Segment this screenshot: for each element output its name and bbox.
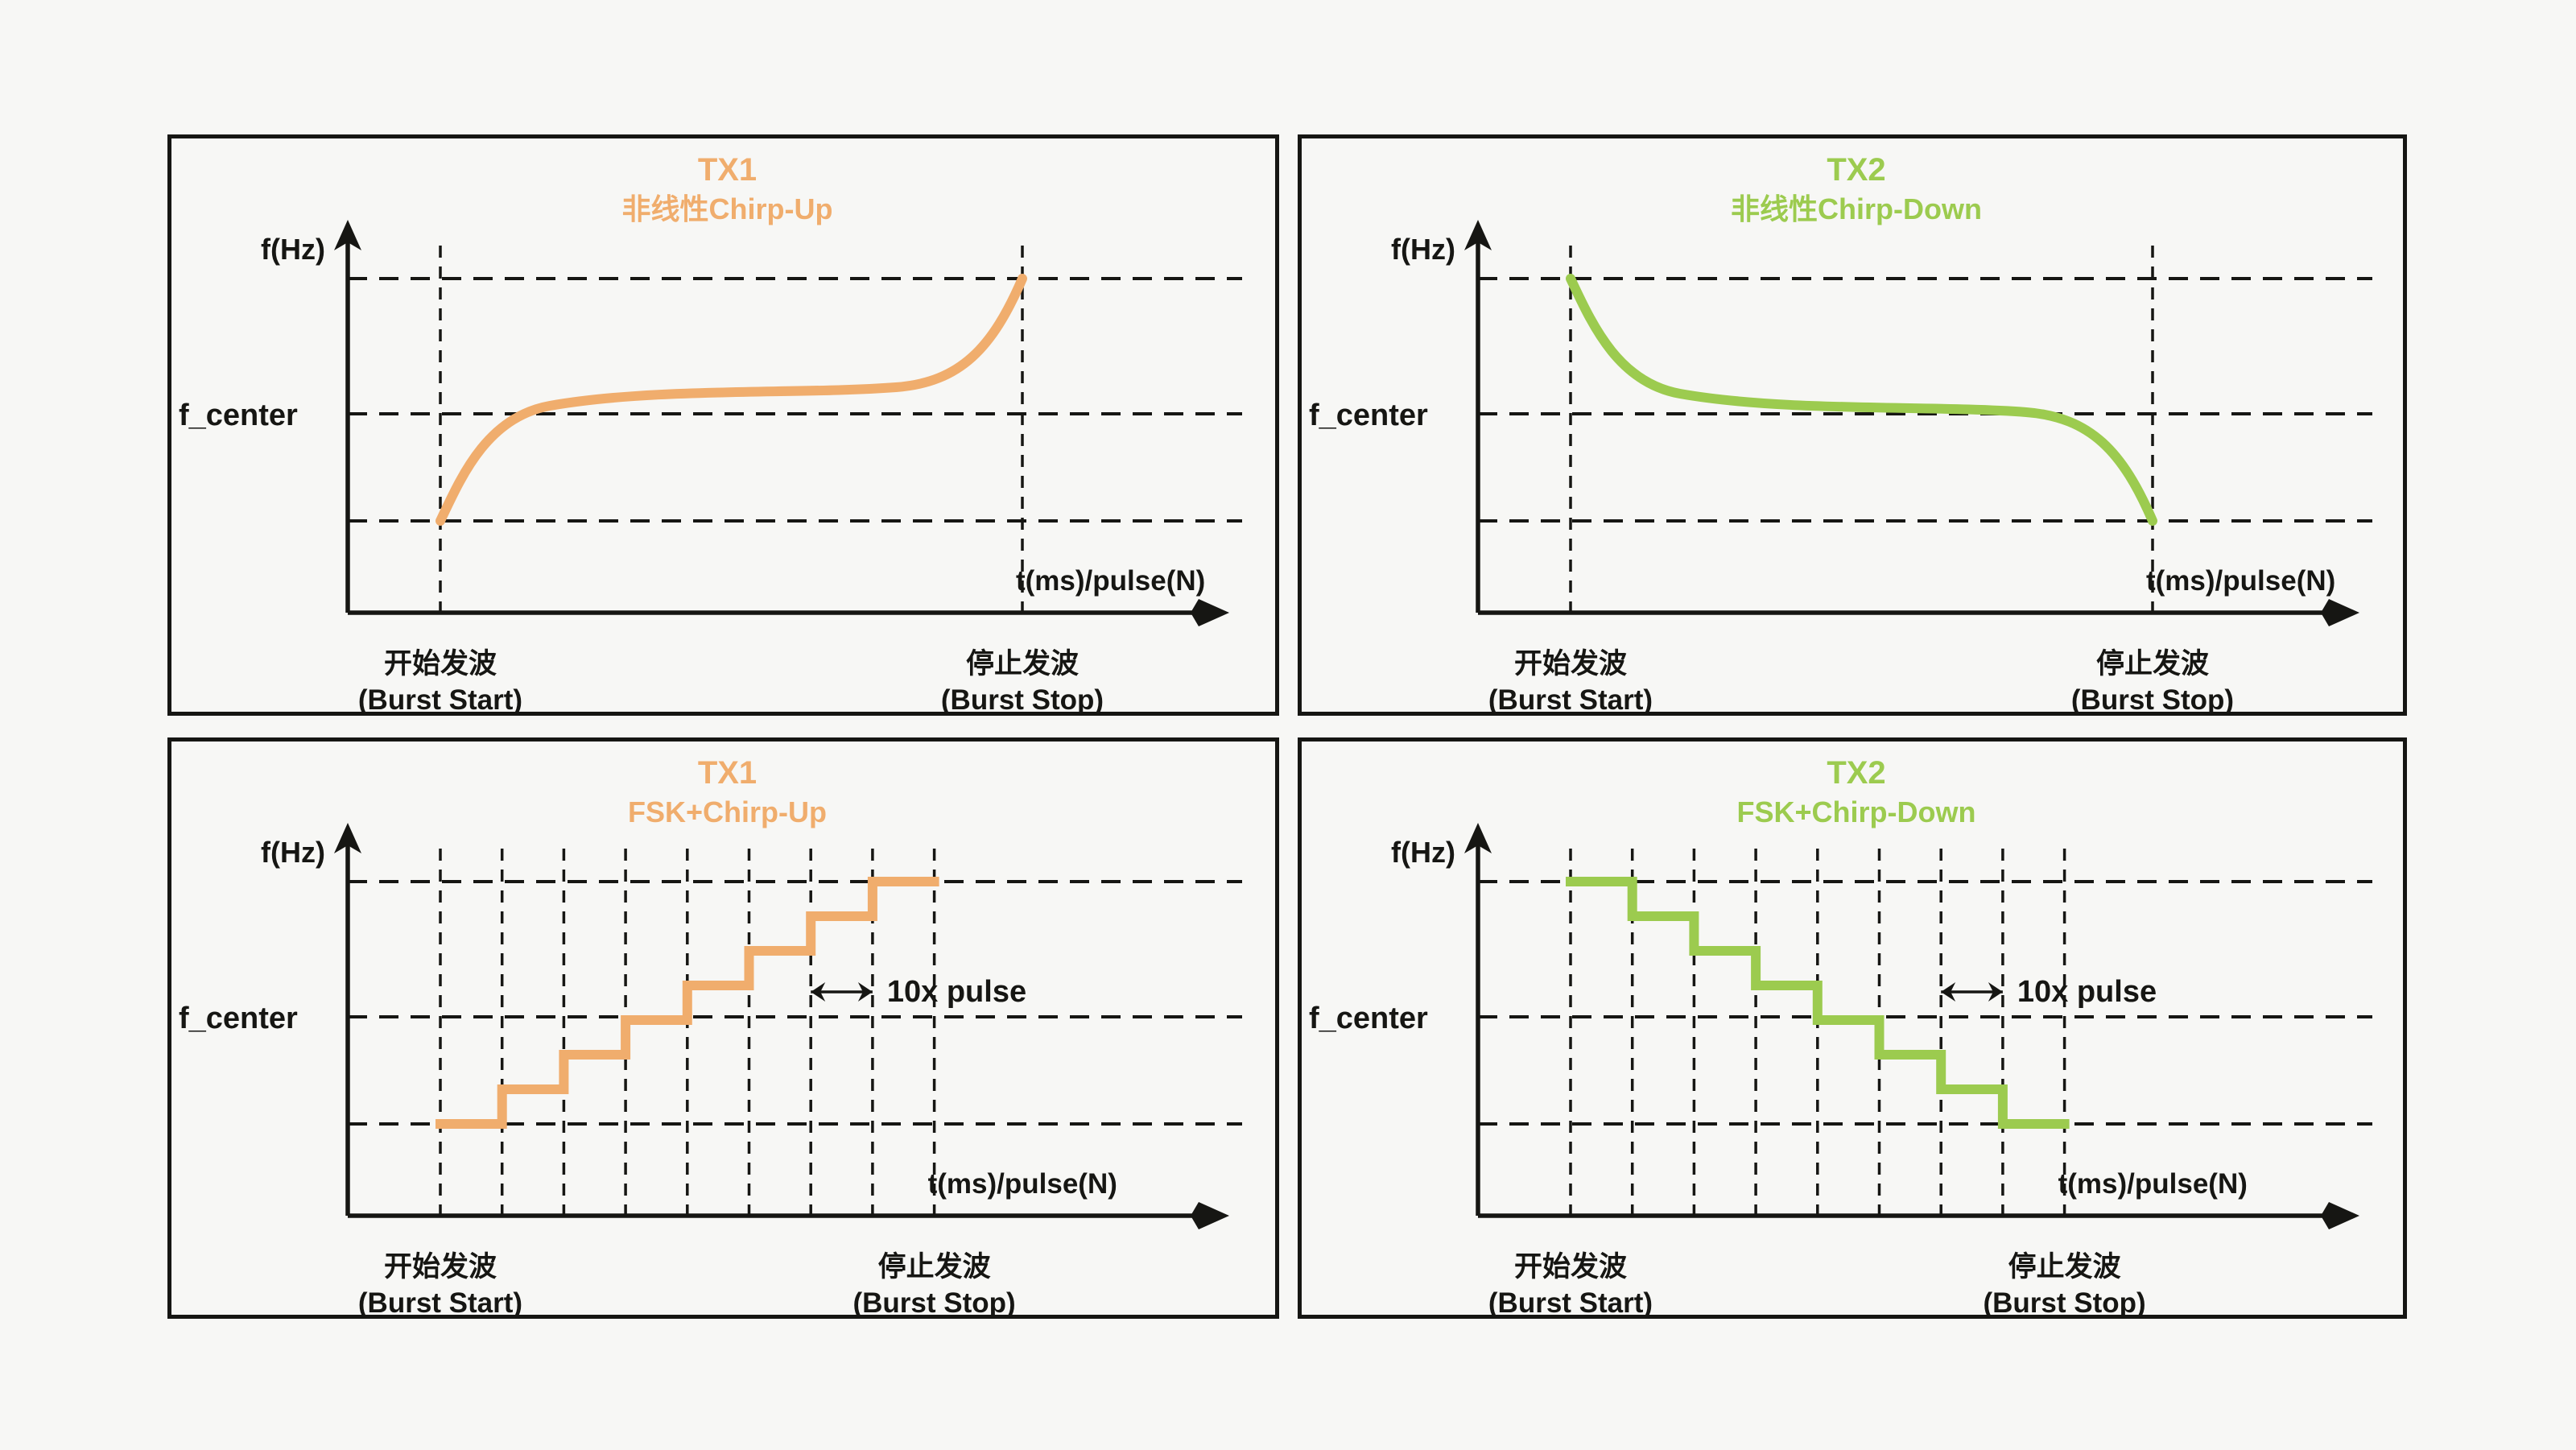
svg-text:t(ms)/pulse(N): t(ms)/pulse(N) [2146, 565, 2335, 597]
svg-text:(Burst Stop): (Burst Stop) [2071, 684, 2234, 716]
svg-text:f(Hz): f(Hz) [261, 836, 325, 869]
svg-text:f_center: f_center [1309, 1002, 1428, 1035]
svg-text:FSK+Chirp-Up: FSK+Chirp-Up [628, 795, 827, 828]
svg-text:TX1: TX1 [698, 755, 757, 791]
svg-text:停止发波: 停止发波 [2096, 648, 2209, 680]
svg-text:TX2: TX2 [1827, 755, 1885, 791]
svg-text:f_center: f_center [179, 1002, 298, 1035]
svg-text:(Burst Start): (Burst Start) [358, 684, 522, 716]
svg-text:(Burst Start): (Burst Start) [358, 1287, 522, 1319]
svg-text:10x pulse: 10x pulse [2017, 975, 2157, 1009]
svg-text:非线性Chirp-Down: 非线性Chirp-Down [1731, 192, 1982, 225]
svg-text:(Burst Stop): (Burst Stop) [941, 684, 1104, 716]
svg-text:(Burst Stop): (Burst Stop) [1983, 1287, 2145, 1319]
svg-text:停止发波: 停止发波 [966, 648, 1079, 680]
svg-text:开始发波: 开始发波 [1514, 1251, 1627, 1283]
svg-text:f_center: f_center [179, 399, 298, 432]
svg-text:TX2: TX2 [1827, 152, 1885, 188]
svg-text:FSK+Chirp-Down: FSK+Chirp-Down [1737, 795, 1976, 828]
svg-text:非线性Chirp-Up: 非线性Chirp-Up [622, 192, 833, 225]
svg-text:t(ms)/pulse(N): t(ms)/pulse(N) [928, 1168, 1117, 1200]
svg-text:(Burst Start): (Burst Start) [1488, 1287, 1653, 1319]
svg-text:TX1: TX1 [698, 152, 757, 188]
svg-text:开始发波: 开始发波 [384, 1251, 497, 1283]
svg-text:(Burst Stop): (Burst Stop) [852, 1287, 1015, 1319]
svg-text:10x pulse: 10x pulse [887, 975, 1026, 1009]
svg-text:f(Hz): f(Hz) [261, 233, 325, 266]
svg-text:f(Hz): f(Hz) [1391, 233, 1455, 266]
svg-text:t(ms)/pulse(N): t(ms)/pulse(N) [1016, 565, 1205, 597]
svg-text:停止发波: 停止发波 [2008, 1251, 2121, 1283]
svg-text:(Burst Start): (Burst Start) [1488, 684, 1653, 716]
svg-text:f_center: f_center [1309, 399, 1428, 432]
svg-text:开始发波: 开始发波 [384, 648, 497, 680]
svg-text:开始发波: 开始发波 [1514, 648, 1627, 680]
svg-text:停止发波: 停止发波 [878, 1251, 991, 1283]
svg-text:t(ms)/pulse(N): t(ms)/pulse(N) [2058, 1168, 2248, 1200]
svg-text:f(Hz): f(Hz) [1391, 836, 1455, 869]
